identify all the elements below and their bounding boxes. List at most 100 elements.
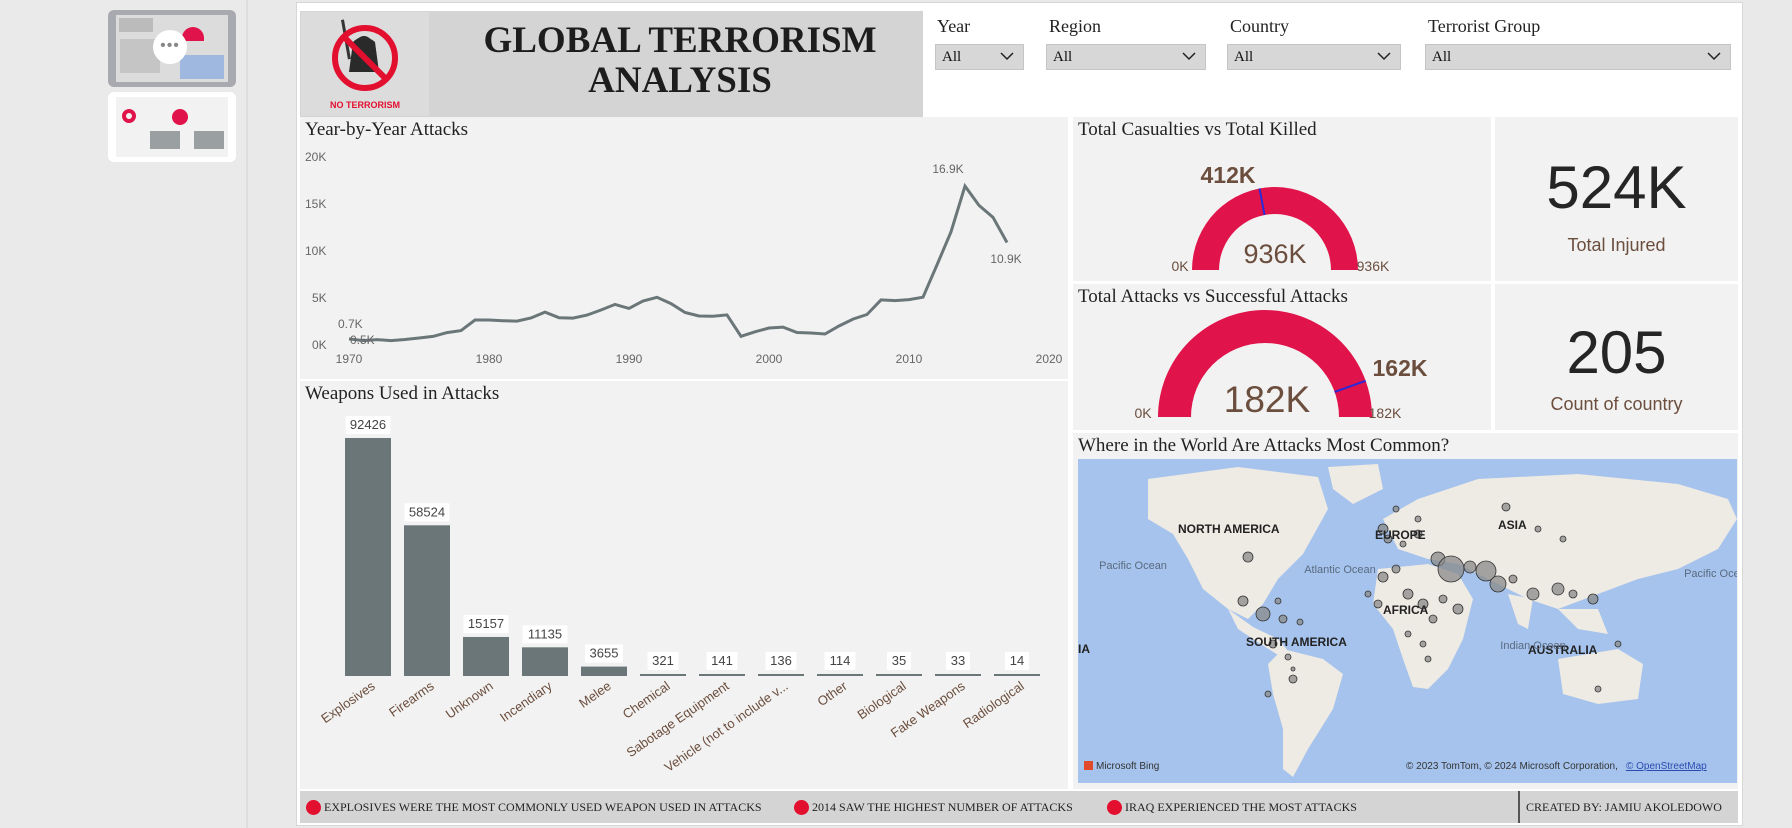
bar[interactable] — [935, 674, 981, 676]
data-label: 0.5K — [350, 333, 375, 347]
attacks-gauge-panel[interactable]: Total Attacks vs Successful Attacks 182K… — [1073, 284, 1491, 430]
x-tick: 1970 — [336, 352, 363, 366]
bar[interactable] — [345, 438, 391, 676]
bar[interactable] — [758, 674, 804, 676]
region-dropdown-value: All — [1053, 49, 1073, 65]
page-thumbnail-2[interactable] — [108, 92, 236, 162]
creator-credit: CREATED BY: JAMIU AKOLEDOWO — [1526, 799, 1722, 814]
insights-bar: EXPLOSIVES WERE THE MOST COMMONLY USED W… — [300, 791, 1738, 823]
data-label: 33 — [951, 653, 965, 668]
openstreetmap-link[interactable]: © OpenStreetMap — [1626, 761, 1707, 772]
chevron-down-icon — [1000, 52, 1014, 61]
chevron-down-icon — [1182, 52, 1196, 61]
category-label: Firearms — [386, 678, 437, 720]
data-label-bg — [765, 652, 797, 670]
weapons-panel[interactable]: Weapons Used in Attacks 92426 Explosives 5… — [300, 381, 1068, 789]
panel-title: Year-by-Year Attacks — [305, 119, 469, 140]
total-injured-card[interactable]: 524K Total Injured — [1495, 117, 1738, 281]
bar[interactable] — [699, 674, 745, 676]
data-label-bg — [647, 652, 679, 670]
map-label: SOUTH AMERICA — [1246, 635, 1347, 649]
page-thumbnail-1[interactable]: ••• — [108, 10, 236, 87]
insight-text: IRAQ EXPERIENCED THE MOST ATTACKS — [1125, 799, 1357, 814]
bar[interactable] — [404, 525, 450, 676]
country-count-card[interactable]: 205 Count of country — [1495, 284, 1738, 430]
y-tick: 0K — [312, 338, 327, 352]
page-navigator: ••• — [0, 0, 246, 828]
thumbnail-preview — [116, 15, 228, 82]
page-title: GLOBAL TERRORISM ANALYSIS — [483, 20, 877, 101]
data-label: 92426 — [350, 417, 386, 432]
copyright-text: © 2023 TomTom, © 2024 Microsoft Corporat… — [1406, 761, 1618, 772]
gauge-min-label: 0K — [1171, 258, 1189, 274]
ocean-label: Indian Ocean — [1500, 640, 1565, 652]
map-panel[interactable]: Where in the World Are Attacks Most Comm… — [1073, 433, 1738, 789]
x-tick: 2000 — [756, 352, 783, 366]
title-banner: NO TERRORISM GLOBAL TERRORISM ANALYSIS — [300, 11, 923, 117]
gauge-arc — [1158, 310, 1372, 417]
bar[interactable] — [640, 674, 686, 676]
logo-text: NO TERRORISM — [330, 100, 400, 110]
data-label: 136 — [770, 653, 792, 668]
data-label-bg — [522, 625, 568, 644]
chevron-down-icon — [1707, 52, 1721, 61]
category-label: Chemical — [620, 678, 673, 721]
bar[interactable] — [581, 666, 627, 676]
year-by-year-panel[interactable]: Year-by-Year Attacks 20K 15K 10K 5K 0K 1… — [300, 117, 1068, 379]
gauge-max-label: 182K — [1369, 405, 1402, 421]
data-label: 3655 — [590, 646, 619, 661]
ocean-label: Atlantic Ocean — [1304, 564, 1376, 576]
ocean-label: Pacific Ocean — [1099, 560, 1167, 572]
panel-title: Total Attacks vs Successful Attacks — [1078, 286, 1348, 307]
world-map[interactable]: NORTH AMERICA EUROPE ASIA AFRICA SOUTH A… — [1078, 459, 1737, 783]
year-dropdown[interactable]: All — [935, 44, 1024, 70]
category-label: Incendiary — [497, 678, 555, 725]
data-label: 0.7K — [338, 317, 363, 331]
data-label: 321 — [652, 653, 674, 668]
terrorist-group-dropdown[interactable]: All — [1425, 44, 1731, 70]
filter-label-group: Terrorist Group — [1428, 16, 1541, 36]
country-dropdown[interactable]: All — [1227, 44, 1401, 70]
more-options-button[interactable]: ••• — [153, 30, 187, 64]
map-canvas: NORTH AMERICA EUROPE ASIA AFRICA SOUTH A… — [1078, 459, 1737, 783]
kpi-label: Count of country — [1550, 394, 1683, 414]
data-label: 141 — [711, 653, 733, 668]
gauge-needle — [1334, 379, 1367, 393]
bing-logo-icon — [1084, 761, 1093, 770]
no-terrorism-logo: NO TERRORISM — [301, 12, 429, 116]
bar[interactable] — [463, 636, 509, 676]
category-label: Sabotage Equipment — [624, 678, 732, 760]
gauge-max-label: 936K — [1357, 258, 1390, 274]
insight-text: 2014 SAW THE HIGHEST NUMBER OF ATTACKS — [812, 799, 1073, 814]
bar[interactable] — [817, 674, 863, 676]
filter-label-year: Year — [937, 16, 971, 36]
data-label-bg — [404, 503, 450, 522]
panel-title: Where in the World Are Attacks Most Comm… — [1078, 435, 1450, 456]
map-label: ASIA — [1498, 518, 1527, 532]
kpi-value: 205 — [1566, 319, 1667, 386]
category-label: Explosives — [318, 678, 378, 726]
x-tick: 1990 — [616, 352, 643, 366]
data-label-bg — [706, 652, 738, 670]
series-line — [348, 182, 1009, 343]
x-tick: 2020 — [1036, 352, 1063, 366]
map-label: AUSTRALIA — [1528, 643, 1598, 657]
region-dropdown[interactable]: All — [1046, 44, 1206, 70]
bar[interactable] — [522, 647, 568, 676]
country-dropdown-value: All — [1234, 49, 1254, 65]
insight-item: 2014 SAW THE HIGHEST NUMBER OF ATTACKS — [794, 791, 1073, 823]
data-label: 16.9K — [932, 162, 963, 176]
category-label: Other — [814, 678, 850, 709]
panel-title: Total Casualties vs Total Killed — [1078, 119, 1317, 140]
kpi-value: 524K — [1546, 154, 1687, 221]
bullet-icon — [1107, 799, 1122, 815]
divider — [1518, 791, 1520, 823]
y-tick: 20K — [305, 150, 326, 164]
x-tick: 2010 — [896, 352, 923, 366]
bar[interactable] — [876, 674, 922, 676]
casualties-gauge-panel[interactable]: Total Casualties vs Total Killed 936K 0K… — [1073, 117, 1491, 281]
map-label: NORTH AMERICA — [1178, 522, 1280, 536]
panel-title: Weapons Used in Attacks — [305, 383, 500, 404]
thumbnail-preview — [116, 97, 228, 157]
bar[interactable] — [994, 674, 1040, 676]
